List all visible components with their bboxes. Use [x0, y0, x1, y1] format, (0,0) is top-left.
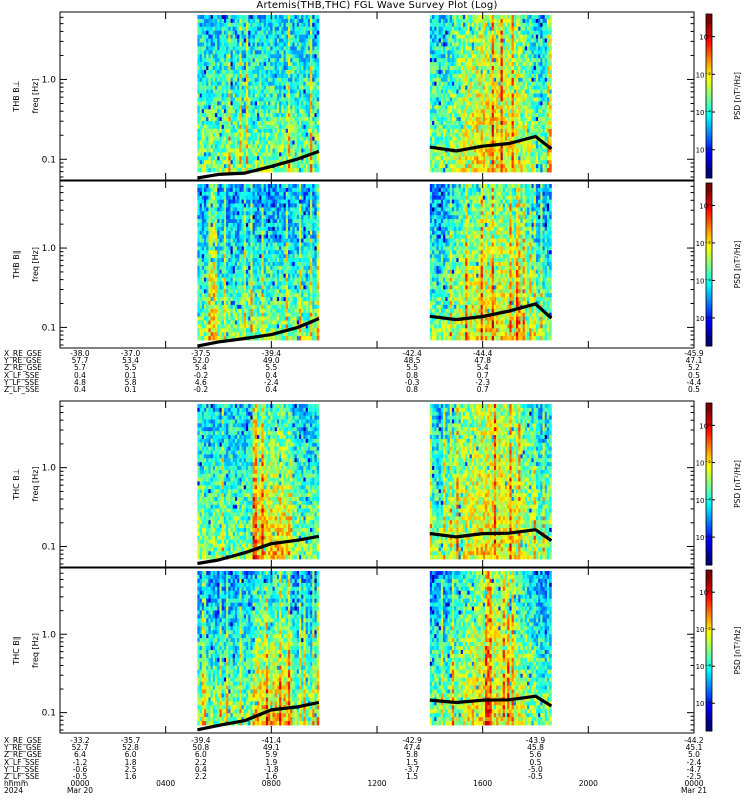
y-tick-label: 1.0 — [42, 75, 57, 85]
panel-ylabel: THC B⊥ — [12, 468, 21, 501]
spectrogram-panel-3 — [197, 404, 551, 564]
panel-ysub: freq [Hz] — [31, 633, 40, 668]
ephem-value: 0.5 — [688, 386, 700, 393]
start-date-label: Mar 20 — [67, 787, 93, 794]
ephem-value: 0.7 — [477, 386, 489, 393]
panel-ysub: freq [Hz] — [31, 247, 40, 282]
y-tick-label: 0.1 — [42, 155, 56, 165]
year-label: 2024 — [4, 787, 23, 794]
panel-frame — [60, 181, 694, 348]
colorbar-label: PSD [nT²/Hz] — [733, 627, 742, 675]
spectrogram-panel-4 — [197, 571, 551, 730]
ephem-row-label: Z_LF_SSE — [4, 386, 39, 393]
colorbar-tick-label: 10⁻² — [696, 71, 712, 79]
x-tick-label: 1200 — [367, 780, 386, 787]
colorbar-tick-label: 10⁻² — [696, 626, 712, 634]
panel-ysub: freq [Hz] — [31, 79, 40, 114]
ephem-value: 0.4 — [265, 386, 277, 393]
ephem-value: 0.8 — [406, 386, 418, 393]
ephem-value: 1.6 — [125, 773, 137, 780]
colorbar-label: PSD [nT²/Hz] — [733, 241, 742, 289]
colorbar-tick-label: 10⁰ — [699, 34, 711, 42]
spectrogram-panel-1 — [197, 15, 551, 178]
ephem-value: -0.5 — [528, 773, 543, 780]
panel-ylabel: THB B∥ — [12, 250, 21, 279]
ephem-value: 2.2 — [195, 773, 207, 780]
colorbar-tick-label: 10⁰ — [699, 422, 711, 430]
colorbar-tick-label: 10⁻⁴ — [696, 497, 712, 505]
colorbar-tick-label: 10⁻⁴ — [696, 109, 712, 117]
end-date-label: Mar 21 — [681, 787, 707, 794]
x-tick-label: 1600 — [473, 780, 492, 787]
panel-ysub: freq [Hz] — [31, 467, 40, 502]
x-tick-label: 2000 — [579, 780, 598, 787]
y-tick-label: 1.0 — [42, 630, 57, 640]
y-tick-label: 0.1 — [42, 709, 56, 719]
ephem-value: -0.2 — [193, 386, 208, 393]
y-tick-label: 0.1 — [42, 323, 56, 333]
panel-ylabel: THB B⊥ — [12, 80, 21, 112]
ephem-value: 1.5 — [406, 773, 418, 780]
colorbar-label: PSD [nT²/Hz] — [733, 72, 742, 120]
spectrogram-panel-2 — [197, 184, 551, 346]
colorbar-tick-label: 10⁻⁶ — [696, 700, 712, 708]
y-tick-label: 0.1 — [42, 543, 56, 553]
colorbar-tick-label: 10⁻⁶ — [696, 315, 712, 323]
panel-frame — [60, 568, 694, 733]
x-tick-label: 0800 — [262, 780, 281, 787]
ephem-value: 0.4 — [74, 386, 86, 393]
colorbar-tick-label: 10⁰ — [699, 202, 711, 210]
colorbar-label: PSD [nT²/Hz] — [733, 460, 742, 508]
y-tick-label: 1.0 — [42, 464, 57, 474]
colorbar-tick-label: 10⁻⁴ — [696, 277, 712, 285]
colorbar-tick-label: 10⁻⁶ — [696, 534, 712, 542]
colorbar-tick-label: 10⁻⁴ — [696, 663, 712, 671]
colorbar-tick-label: 10⁻⁶ — [696, 147, 712, 155]
panel-frame — [60, 401, 694, 567]
colorbar-tick-label: 10⁻² — [696, 240, 712, 248]
y-tick-label: 1.0 — [42, 244, 57, 254]
colorbar-tick-label: 10⁻² — [696, 460, 712, 468]
colorbar-tick-label: 10⁰ — [699, 589, 711, 597]
ephem-value: 0.1 — [125, 386, 137, 393]
panel-ylabel: THC B∥ — [12, 636, 21, 666]
x-tick-label: 0400 — [156, 780, 175, 787]
panel-frame — [60, 12, 694, 180]
